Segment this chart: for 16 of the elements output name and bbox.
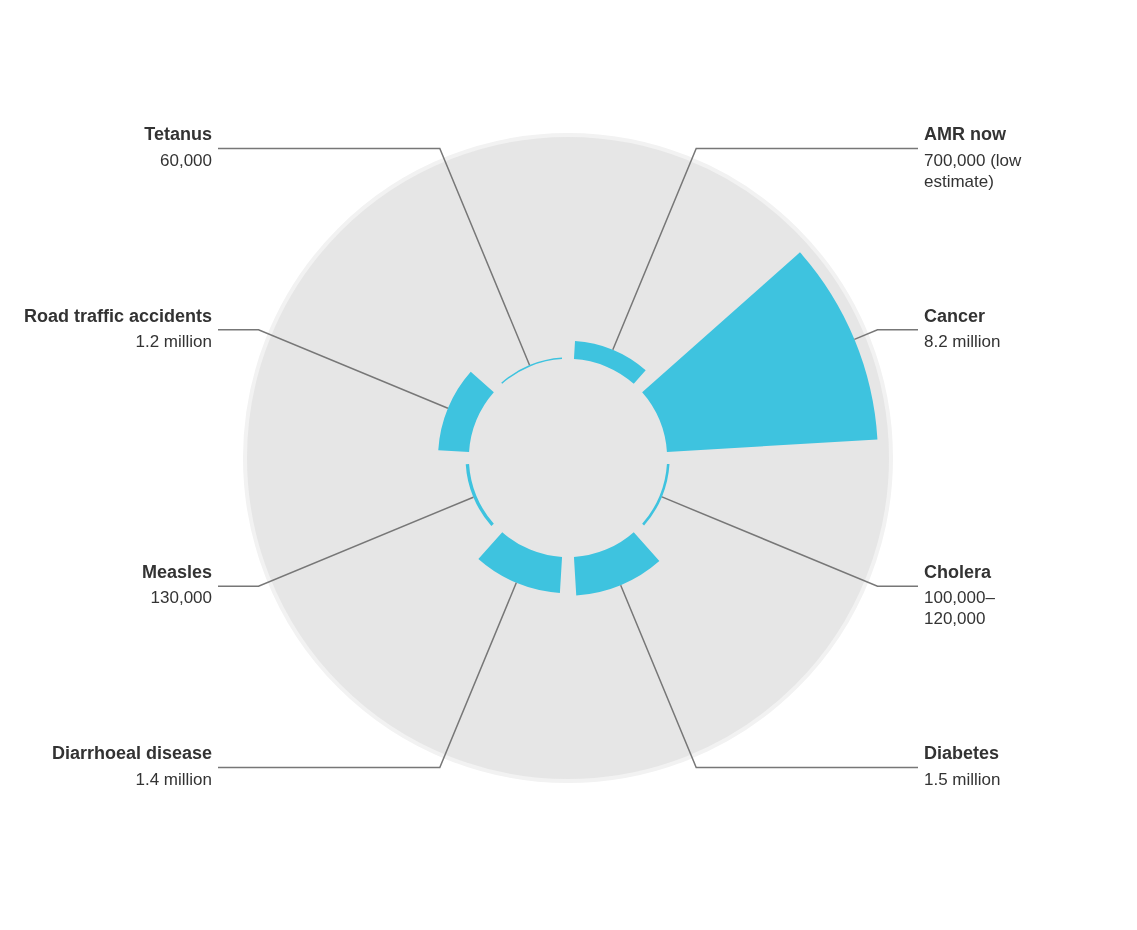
category-label: Cancer [924, 305, 986, 326]
category-label: Measles [141, 562, 212, 583]
data-label: 60,000 [160, 150, 212, 170]
data-label: 130,000 [150, 588, 212, 608]
category-label: AMR now [924, 124, 1007, 145]
data-label: 1.2 million [135, 331, 212, 351]
category-label: Road traffic accidents [23, 305, 212, 326]
data-label: 8.2 million [924, 331, 1001, 351]
data-label: 1.5 million [924, 769, 1001, 789]
data-label: 1.4 million [135, 769, 212, 789]
category-label: Diarrhoeal disease [51, 743, 212, 764]
data-label: 700,000 (low estimate) [924, 150, 1023, 191]
data-label: 100,000–120,000 [924, 588, 996, 629]
category-label: Diabetes [924, 743, 1000, 764]
category-label: Tetanus [144, 124, 212, 145]
category-label: Cholera [924, 562, 993, 583]
